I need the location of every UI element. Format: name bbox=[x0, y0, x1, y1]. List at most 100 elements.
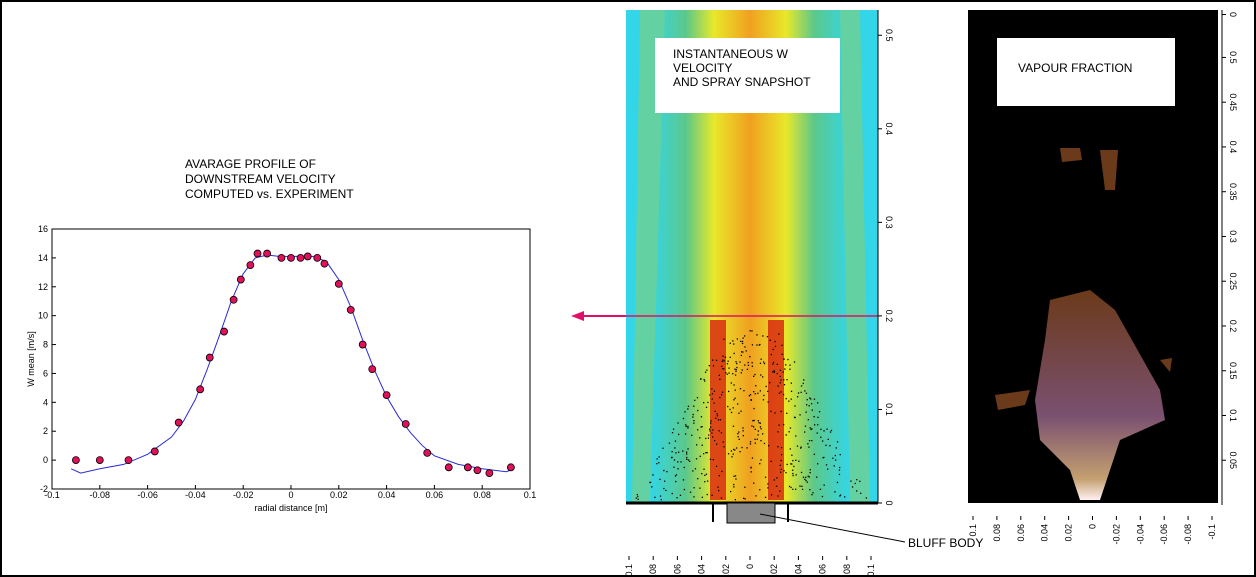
spray-dot bbox=[736, 362, 738, 365]
spray-dot bbox=[822, 457, 824, 459]
spray-dot bbox=[749, 394, 752, 396]
spray-dot bbox=[732, 373, 734, 375]
spray-dot bbox=[809, 489, 811, 491]
spray-dot bbox=[678, 433, 680, 436]
spray-dot bbox=[786, 379, 788, 381]
spray-dot bbox=[775, 485, 778, 487]
spray-dot bbox=[686, 453, 688, 455]
spray-dot bbox=[740, 372, 742, 374]
spray-dot bbox=[759, 426, 762, 428]
spray-dot bbox=[763, 394, 765, 397]
spray-dot bbox=[779, 375, 781, 378]
spray-dot bbox=[707, 437, 710, 439]
spray-dot bbox=[754, 438, 756, 440]
spray-dot bbox=[793, 416, 796, 418]
spray-dot bbox=[720, 432, 723, 434]
spray-dot bbox=[740, 340, 742, 342]
spray-dot bbox=[693, 422, 695, 424]
spray-dot bbox=[671, 432, 674, 434]
spray-dot bbox=[784, 368, 786, 370]
spray-dot bbox=[740, 410, 742, 412]
spray-dot bbox=[721, 360, 723, 363]
spray-dot bbox=[773, 370, 775, 372]
spray-dot bbox=[656, 463, 658, 465]
spray-dot bbox=[728, 390, 730, 393]
spray-dot bbox=[683, 488, 685, 491]
spray-dot bbox=[806, 399, 808, 401]
marker bbox=[150, 447, 159, 456]
y-tick-label: 0.5 bbox=[1228, 51, 1238, 64]
spray-dot bbox=[741, 446, 743, 449]
marker bbox=[263, 249, 272, 258]
spray-dot bbox=[685, 424, 687, 426]
marker bbox=[382, 391, 391, 400]
spray-dot bbox=[781, 353, 783, 355]
spray-dot bbox=[733, 448, 735, 451]
jet-right bbox=[768, 320, 784, 500]
spray-dot bbox=[739, 451, 741, 453]
spray-dot bbox=[754, 393, 756, 395]
y-tick-label: 0.3 bbox=[1228, 230, 1238, 243]
spray-dot bbox=[664, 480, 666, 482]
spray-dot bbox=[683, 466, 685, 469]
spray-dot bbox=[763, 361, 765, 363]
spray-dot bbox=[734, 449, 736, 451]
spray-dot bbox=[733, 475, 735, 477]
spray-dot bbox=[763, 362, 766, 365]
x-tick-label: 0.08 bbox=[992, 524, 1002, 542]
spray-dot bbox=[706, 452, 708, 454]
marker bbox=[444, 463, 453, 472]
y-tick-label: 0.15 bbox=[1228, 362, 1238, 380]
label-box bbox=[655, 38, 840, 113]
spray-dot bbox=[737, 436, 739, 438]
spray-dot bbox=[706, 369, 708, 371]
spray-dot bbox=[817, 463, 819, 465]
spray-dot bbox=[760, 428, 762, 430]
spray-dot bbox=[791, 463, 793, 465]
spray-dot bbox=[635, 497, 637, 499]
spray-dot bbox=[817, 424, 819, 426]
spray-dot bbox=[636, 494, 638, 496]
spray-dot bbox=[726, 373, 728, 375]
y-tick-label: 0.05 bbox=[1228, 451, 1238, 469]
spray-dot bbox=[780, 410, 782, 413]
spray-dot bbox=[772, 363, 774, 365]
spray-dot bbox=[777, 385, 779, 387]
spray-dot bbox=[759, 489, 761, 491]
x-tick-label: 0 bbox=[745, 564, 755, 569]
spray-dot bbox=[677, 468, 679, 470]
marker bbox=[463, 463, 472, 472]
y-tick-label: 0.45 bbox=[1228, 93, 1238, 111]
vapour-plume bbox=[1035, 290, 1165, 500]
panel-title: VELOCITY bbox=[673, 61, 732, 75]
spray-dot bbox=[697, 429, 699, 431]
spray-dot bbox=[792, 488, 794, 490]
spray-dot bbox=[733, 384, 735, 386]
spray-dot bbox=[762, 399, 765, 401]
spray-dot bbox=[819, 488, 822, 490]
spray-dot bbox=[804, 478, 806, 480]
spray-dot bbox=[700, 426, 702, 428]
x-tick-label: -0.08 bbox=[90, 490, 111, 500]
marker bbox=[401, 420, 410, 428]
spray-dot bbox=[670, 456, 673, 459]
spray-dot bbox=[834, 491, 836, 493]
spray-dot bbox=[697, 409, 699, 412]
spray-dot bbox=[734, 389, 736, 391]
spray-dot bbox=[754, 428, 756, 430]
spray-dot bbox=[715, 359, 718, 361]
spray-dot bbox=[799, 414, 801, 416]
spray-dot bbox=[723, 338, 725, 340]
spray-dot bbox=[778, 424, 780, 426]
spray-dot bbox=[686, 456, 688, 459]
spray-dot bbox=[829, 445, 831, 447]
spray-dot bbox=[741, 342, 744, 345]
spray-dot bbox=[767, 483, 769, 485]
spray-dot bbox=[786, 412, 788, 414]
spray-dot bbox=[804, 425, 807, 427]
spray-dot bbox=[816, 476, 818, 478]
spray-dot bbox=[751, 425, 753, 427]
spray-dot bbox=[762, 433, 764, 435]
spray-dot bbox=[820, 436, 822, 438]
